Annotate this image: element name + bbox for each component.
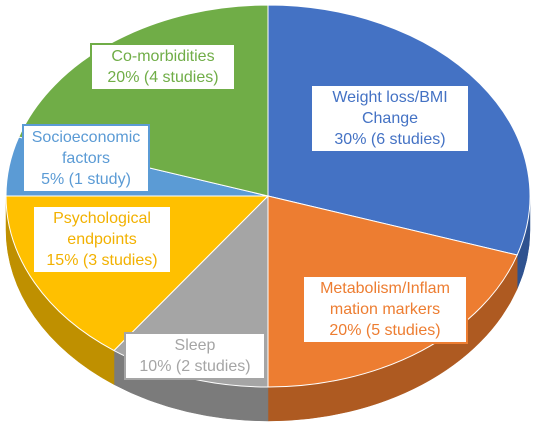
label-weight-line-1: Weight loss/BMI [332,89,448,106]
label-weight-line-2: Change [361,110,419,127]
label-weight: Weight loss/BMI Change 30% (6 studies) [310,84,470,153]
label-psychological-line-1: Psychological [53,210,151,227]
label-comorbidities-line-2: 20% (4 studies) [107,69,219,86]
label-psychological-line-2: endpoints [67,231,137,248]
label-psychological-line-3: 15% (3 studies) [46,252,158,269]
label-socioeconomic-line-3: 5% (1 study) [41,171,131,188]
label-comorbidities-line-1: Co-morbidities [111,48,215,65]
label-metabolism-line-2: mation markers [329,301,441,318]
label-sleep-line-1: Sleep [174,337,216,354]
label-sleep-line-2: 10% (2 studies) [139,358,251,375]
label-weight-line-3: 30% (6 studies) [334,131,446,148]
label-sleep: Sleep 10% (2 studies) [124,332,266,380]
label-socioeconomic-line-1: Socioeconomic [31,129,141,146]
label-socioeconomic-line-2: factors [61,150,110,167]
label-psychological: Psychological endpoints 15% (3 studies) [32,205,172,274]
label-metabolism: Metabolism/Inflam mation markers 20% (5 … [302,275,468,344]
label-metabolism-line-1: Metabolism/Inflam [320,280,450,297]
label-socioeconomic: Socioeconomic factors 5% (1 study) [22,124,150,193]
label-metabolism-line-3: 20% (5 studies) [329,322,441,339]
label-comorbidities: Co-morbidities 20% (4 studies) [90,43,236,91]
